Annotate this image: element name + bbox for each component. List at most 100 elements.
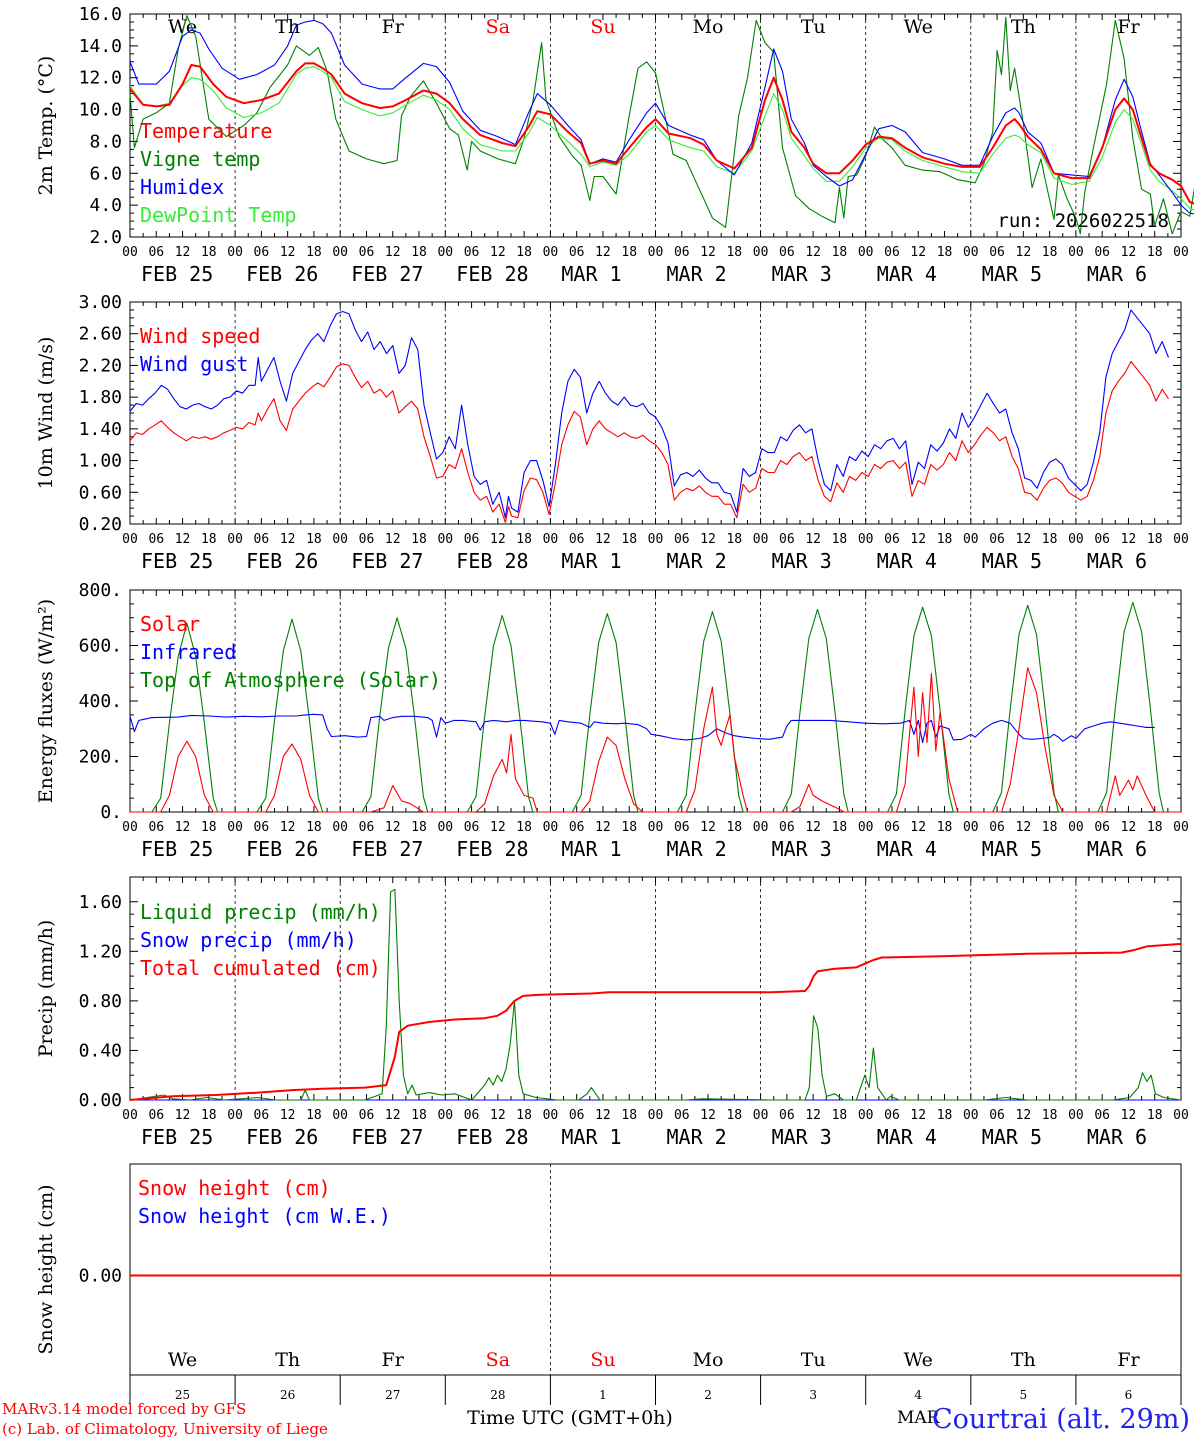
weekday-label: Su xyxy=(590,1349,615,1371)
hour-tick-label: 18 xyxy=(516,532,532,547)
hour-tick-label: 06 xyxy=(884,532,900,547)
hour-tick-label: 12 xyxy=(910,245,926,260)
hour-tick-label: 00 xyxy=(963,820,979,835)
hour-tick-label: 00 xyxy=(227,820,243,835)
y-tick-label: 0.00 xyxy=(79,1266,122,1287)
weekday-label: Sa xyxy=(486,1349,510,1371)
weekday-label: Fr xyxy=(1117,1349,1140,1371)
hour-tick-label: 06 xyxy=(254,532,270,547)
y-tick-label: 1.20 xyxy=(79,941,122,962)
date-label: FEB 28 xyxy=(456,1125,528,1149)
hour-tick-label: 12 xyxy=(595,532,611,547)
hour-tick-label: 12 xyxy=(490,532,506,547)
hour-tick-label: 18 xyxy=(1042,820,1058,835)
day-number-label: 3 xyxy=(809,1388,817,1402)
hour-tick-label: 06 xyxy=(1094,820,1110,835)
series-line xyxy=(129,942,1182,1101)
day-number-label: 1 xyxy=(599,1388,607,1402)
hour-tick-label: 00 xyxy=(648,532,664,547)
hour-tick-label: 06 xyxy=(989,245,1005,260)
hour-tick-label: 00 xyxy=(227,532,243,547)
hour-tick-label: 00 xyxy=(858,245,874,260)
hour-tick-label: 12 xyxy=(700,532,716,547)
hour-tick-label: 06 xyxy=(779,820,795,835)
hour-tick-label: 00 xyxy=(122,245,138,260)
hour-tick-label: 12 xyxy=(595,245,611,260)
date-label: MAR 6 xyxy=(1087,262,1147,286)
hour-tick-label: 00 xyxy=(1068,245,1084,260)
hour-tick-label: 00 xyxy=(753,1108,769,1123)
hour-tick-label: 18 xyxy=(411,820,427,835)
hour-tick-label: 18 xyxy=(201,245,217,260)
y-tick-label: 4.0 xyxy=(89,195,122,216)
hour-tick-label: 00 xyxy=(963,1108,979,1123)
date-label: MAR 5 xyxy=(982,837,1042,861)
day-number-label: 26 xyxy=(280,1388,295,1402)
y-tick-label: 0. xyxy=(100,802,122,823)
hour-tick-label: 18 xyxy=(306,532,322,547)
hour-tick-label: 00 xyxy=(963,532,979,547)
hour-tick-label: 12 xyxy=(910,1108,926,1123)
day-number-label: 5 xyxy=(1020,1388,1028,1402)
hour-tick-label: 18 xyxy=(621,532,637,547)
date-label: FEB 28 xyxy=(456,262,528,286)
date-label: FEB 27 xyxy=(351,837,423,861)
date-label: MAR 6 xyxy=(1087,1125,1147,1149)
hour-tick-label: 00 xyxy=(963,245,979,260)
hour-tick-label: 00 xyxy=(332,820,348,835)
series-line xyxy=(129,19,1194,215)
weekday-label: We xyxy=(168,1349,197,1371)
legend-entry: Humidex xyxy=(140,175,224,199)
hour-tick-label: 18 xyxy=(1147,1108,1163,1123)
hour-tick-label: 00 xyxy=(227,1108,243,1123)
date-label: MAR 4 xyxy=(877,549,937,573)
hour-tick-label: 12 xyxy=(490,245,506,260)
hour-tick-label: 12 xyxy=(385,532,401,547)
legend-entry: Wind speed xyxy=(140,324,260,348)
hour-tick-label: 00 xyxy=(122,1108,138,1123)
hour-tick-label: 12 xyxy=(805,820,821,835)
hour-tick-label: 00 xyxy=(437,245,453,260)
y-tick-label: 1.60 xyxy=(79,892,122,913)
day-number-label: 27 xyxy=(385,1388,400,1402)
date-label: MAR 3 xyxy=(772,1125,832,1149)
hour-tick-label: 06 xyxy=(674,245,690,260)
hour-tick-label: 06 xyxy=(148,820,164,835)
date-label: MAR 1 xyxy=(561,262,621,286)
hour-tick-label: 00 xyxy=(122,532,138,547)
series-line xyxy=(130,667,1181,813)
y-axis-label: 2m Temp. (°C) xyxy=(35,56,57,196)
y-axis-label: Snow height (cm) xyxy=(35,1184,57,1354)
hour-tick-label: 12 xyxy=(280,820,296,835)
day-number-label: 25 xyxy=(175,1388,190,1402)
hour-tick-label: 18 xyxy=(832,1108,848,1123)
hour-tick-label: 00 xyxy=(1173,820,1189,835)
hour-tick-label: 06 xyxy=(1094,1108,1110,1123)
weekday-label: Mo xyxy=(693,1349,724,1371)
hour-tick-label: 18 xyxy=(306,820,322,835)
date-label: FEB 28 xyxy=(456,837,528,861)
date-label: MAR 4 xyxy=(877,837,937,861)
date-label: FEB 25 xyxy=(141,1125,213,1149)
hour-tick-label: 06 xyxy=(884,1108,900,1123)
date-label: MAR 1 xyxy=(561,1125,621,1149)
hour-tick-label: 12 xyxy=(175,1108,191,1123)
hour-tick-label: 12 xyxy=(1016,245,1032,260)
hour-tick-label: 00 xyxy=(543,245,559,260)
hour-tick-label: 00 xyxy=(543,532,559,547)
y-axis-label: Precip (mm/h) xyxy=(35,920,57,1058)
hour-tick-label: 18 xyxy=(201,820,217,835)
hour-tick-label: 00 xyxy=(858,820,874,835)
hour-tick-label: 00 xyxy=(1068,1108,1084,1123)
hour-tick-label: 06 xyxy=(674,820,690,835)
y-axis-label: 10m Wind (m/s) xyxy=(35,337,57,490)
hour-tick-label: 12 xyxy=(805,245,821,260)
series-line xyxy=(129,66,1194,211)
hour-tick-label: 06 xyxy=(1094,245,1110,260)
date-label: MAR 3 xyxy=(772,549,832,573)
x-axis-title: Time UTC (GMT+0h) xyxy=(467,1407,673,1429)
hour-tick-label: 12 xyxy=(385,1108,401,1123)
hour-tick-label: 00 xyxy=(332,1108,348,1123)
hour-tick-label: 06 xyxy=(464,245,480,260)
hour-tick-label: 18 xyxy=(726,532,742,547)
